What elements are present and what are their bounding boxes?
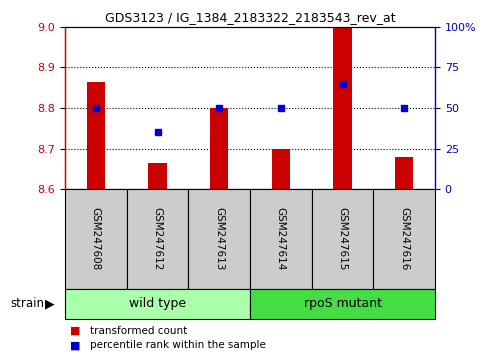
Text: GSM247614: GSM247614 bbox=[276, 207, 286, 271]
Text: GSM247615: GSM247615 bbox=[338, 207, 347, 271]
Bar bbox=[250, 289, 435, 319]
Bar bbox=[272, 149, 290, 189]
Text: GSM247608: GSM247608 bbox=[91, 207, 101, 270]
Bar bbox=[65, 289, 250, 319]
Bar bbox=[65, 189, 126, 289]
Bar bbox=[374, 189, 435, 289]
Text: percentile rank within the sample: percentile rank within the sample bbox=[90, 340, 266, 350]
Text: wild type: wild type bbox=[129, 297, 186, 310]
Bar bbox=[148, 163, 167, 189]
Text: ▶: ▶ bbox=[45, 297, 54, 310]
Bar bbox=[312, 189, 374, 289]
Bar bbox=[210, 108, 229, 189]
Text: rpoS mutant: rpoS mutant bbox=[304, 297, 382, 310]
Bar bbox=[126, 189, 188, 289]
Bar bbox=[395, 157, 413, 189]
Text: transformed count: transformed count bbox=[90, 326, 187, 336]
Text: ■: ■ bbox=[70, 340, 80, 350]
Text: GSM247613: GSM247613 bbox=[214, 207, 224, 271]
Bar bbox=[188, 189, 250, 289]
Text: strain: strain bbox=[10, 297, 44, 310]
Text: GSM247612: GSM247612 bbox=[152, 207, 162, 271]
Text: GSM247616: GSM247616 bbox=[399, 207, 409, 271]
Bar bbox=[86, 81, 105, 189]
Text: ■: ■ bbox=[70, 326, 80, 336]
Bar bbox=[250, 189, 312, 289]
Bar bbox=[333, 27, 352, 189]
Text: GDS3123 / IG_1384_2183322_2183543_rev_at: GDS3123 / IG_1384_2183322_2183543_rev_at bbox=[104, 11, 396, 24]
